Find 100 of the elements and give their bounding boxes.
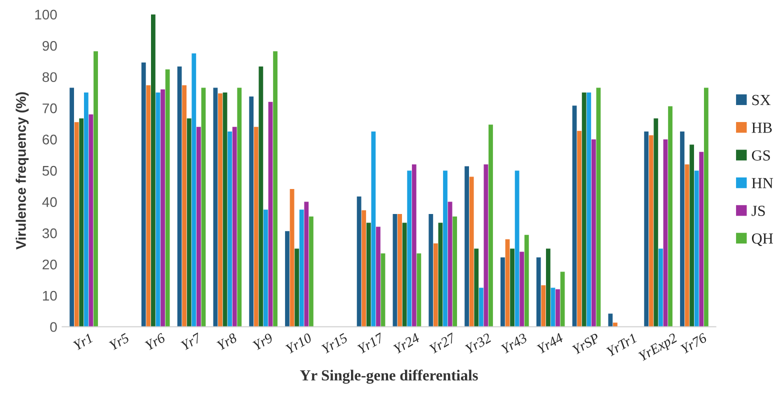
bar: [654, 118, 658, 327]
bar: [484, 164, 488, 327]
x-tick-label: Yr6: [144, 332, 166, 350]
bar: [416, 253, 422, 327]
bar: [294, 248, 300, 327]
y-tick-label: 50: [42, 166, 57, 176]
bar: [448, 202, 452, 327]
x-tick-label: Yr7: [180, 332, 202, 350]
x-tick-label: Yr8: [216, 332, 238, 350]
bar: [596, 88, 601, 327]
bar: [356, 196, 362, 327]
bar: [572, 106, 577, 327]
bar: [177, 66, 182, 327]
bar: [560, 272, 565, 327]
bar: [452, 216, 458, 327]
legend-label: SX: [752, 94, 771, 106]
bar: [285, 231, 290, 327]
bar: [668, 106, 672, 327]
bar: [550, 288, 556, 327]
bar: [309, 216, 314, 327]
bar: [407, 170, 412, 327]
bar: [398, 214, 402, 327]
bar: [478, 288, 484, 327]
x-tick-label: Yr15: [321, 332, 348, 354]
bar: [228, 132, 232, 327]
bar: [469, 176, 474, 327]
bar: [658, 248, 663, 327]
x-tick-label: Yr32: [464, 332, 492, 354]
bar: [536, 257, 541, 327]
x-tick-label: Yr9: [252, 332, 274, 350]
bar: [299, 210, 304, 327]
x-tick-label: Yr76: [680, 332, 708, 354]
bar: [433, 243, 438, 327]
bar: [443, 170, 448, 327]
bar: [74, 122, 79, 327]
bar: [156, 92, 160, 327]
x-tick-label: Yr24: [393, 332, 420, 354]
x-tick-label: Yr1: [72, 333, 93, 350]
bar: [608, 314, 613, 327]
y-tick-label: 40: [42, 197, 57, 207]
bar: [151, 14, 156, 327]
bar: [213, 88, 218, 327]
y-tick-label: 90: [42, 40, 57, 51]
x-tick-label: Yr43: [500, 332, 528, 354]
bar: [704, 88, 708, 327]
bar: [684, 164, 690, 327]
bar: [392, 214, 398, 327]
bar: [88, 114, 94, 327]
bar: [366, 222, 371, 327]
bar: [192, 53, 196, 327]
bar: [304, 202, 309, 327]
bar: [556, 289, 560, 327]
x-tick-label: Yr10: [285, 332, 313, 354]
bar: [524, 234, 529, 327]
bar: [249, 96, 254, 327]
legend-label: JS: [752, 206, 765, 216]
bar: [663, 139, 668, 327]
bar: [591, 139, 596, 327]
bar: [648, 135, 654, 327]
bar: [694, 170, 699, 327]
bar: [146, 85, 151, 327]
bar: [222, 92, 228, 327]
bar: [546, 248, 550, 327]
bar: [362, 210, 366, 327]
bar: [268, 102, 273, 327]
bar: [680, 132, 684, 327]
bar: [79, 118, 84, 327]
x-tick-label: Yr27: [428, 332, 457, 354]
bar: [160, 89, 165, 327]
x-tick-label: YrTr1: [606, 333, 637, 356]
bar: [577, 130, 582, 327]
bar: [582, 92, 586, 327]
bar: [371, 132, 376, 327]
bar: [84, 92, 88, 327]
bar: [218, 93, 222, 327]
bar: [290, 188, 294, 327]
x-tick-label: YrSP: [572, 332, 600, 355]
bar: [380, 253, 386, 327]
bar: [520, 252, 524, 327]
x-tick-label: Yr44: [536, 332, 564, 354]
y-tick-label: 100: [35, 10, 57, 20]
legend-label: HN: [752, 178, 774, 188]
x-tick-label: Yr5: [108, 332, 130, 350]
y-tick-label: 80: [42, 72, 57, 82]
bar: [273, 51, 278, 327]
bar: [196, 126, 201, 327]
bar: [644, 132, 649, 327]
bar: [586, 92, 592, 327]
bar: [428, 214, 434, 327]
bar: [237, 88, 242, 327]
legend-label: HB: [752, 122, 772, 133]
x-axis-title: Yr Single-gene differentials: [300, 370, 478, 384]
bar: [165, 69, 170, 327]
bar: [376, 226, 380, 327]
bar: [201, 88, 206, 327]
legend-label: QH: [752, 233, 773, 246]
bar: [514, 170, 520, 327]
bar: [258, 66, 264, 327]
bar: [141, 62, 146, 327]
y-axis-title: Virulence frequency (%): [16, 92, 29, 250]
